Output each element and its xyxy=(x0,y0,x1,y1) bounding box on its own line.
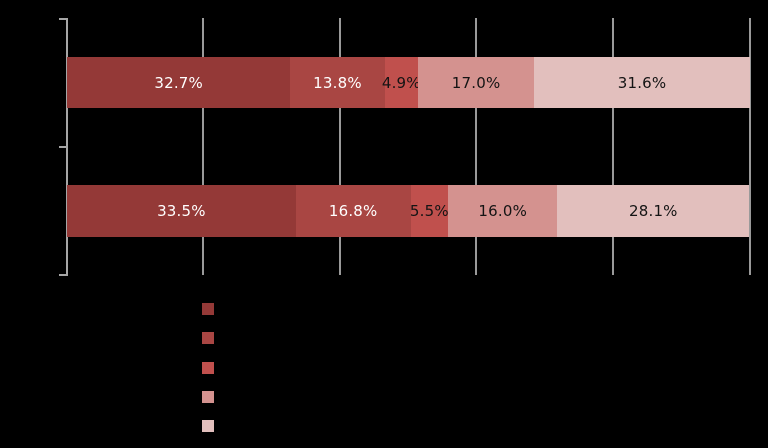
bar-segment-1-4: 17.0% xyxy=(418,57,535,108)
bar-segment-1-5: 31.6% xyxy=(534,57,750,108)
y-axis-tick-3 xyxy=(59,274,67,276)
bar-segment-2-3: 5.5% xyxy=(409,185,449,237)
segment-label: 17.0% xyxy=(451,73,501,92)
bar-row-2: 33.5% 16.8% 5.5% 16.0% 28.1% xyxy=(67,185,750,237)
bar-segment-2-1: 33.5% xyxy=(67,185,296,237)
legend-swatch-3 xyxy=(202,362,214,374)
segment-label: 4.9% xyxy=(381,73,421,92)
y-axis-line xyxy=(66,18,68,276)
bar-segment-2-4: 16.0% xyxy=(448,185,558,237)
bar-segment-1-1: 32.7% xyxy=(67,57,291,108)
legend-swatch-5 xyxy=(202,420,214,432)
bar-row-1: 32.7% 13.8% 4.9% 17.0% 31.6% xyxy=(67,57,750,108)
segment-label: 32.7% xyxy=(154,73,203,92)
legend-swatch-1 xyxy=(202,303,214,315)
segment-label: 31.6% xyxy=(617,73,667,92)
segment-label: 5.5% xyxy=(409,202,449,220)
segment-label: 16.0% xyxy=(478,202,528,220)
segment-label: 33.5% xyxy=(157,202,206,220)
bar-segment-1-3: 4.9% xyxy=(381,57,421,108)
legend-swatch-4 xyxy=(202,391,214,403)
bar-segment-1-2: 13.8% xyxy=(290,57,385,108)
gridline-20 xyxy=(202,18,204,275)
y-axis-tick-1 xyxy=(59,18,67,20)
gridline-40 xyxy=(339,18,341,275)
gridline-80 xyxy=(612,18,614,275)
segment-label: 16.8% xyxy=(328,202,378,220)
gridline-60 xyxy=(475,18,477,275)
legend-swatch-2 xyxy=(202,332,214,344)
bar-segment-2-5: 28.1% xyxy=(557,185,750,237)
segment-label: 13.8% xyxy=(313,73,362,92)
gridline-100 xyxy=(749,18,751,275)
y-axis-tick-2 xyxy=(59,146,67,148)
segment-label: 28.1% xyxy=(628,202,678,220)
bar-segment-2-2: 16.8% xyxy=(295,185,411,237)
